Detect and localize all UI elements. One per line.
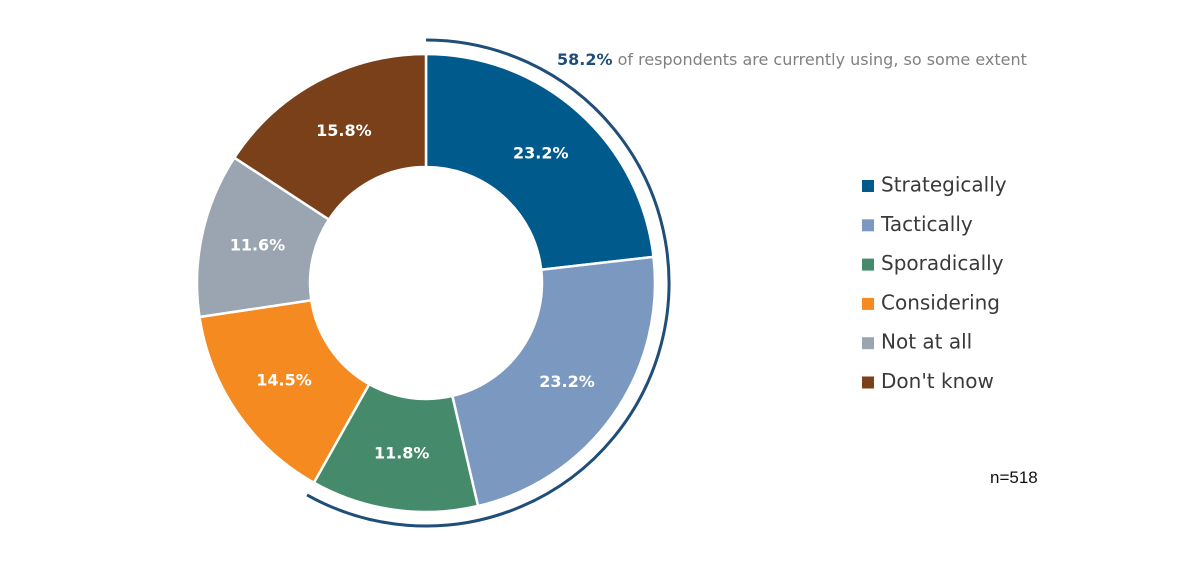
- slice-value-label: 23.2%: [513, 144, 569, 163]
- annotation-description: of respondents are currently using, so s…: [613, 50, 1027, 69]
- legend-label: Not at all: [881, 330, 972, 354]
- legend-swatch: [862, 258, 874, 271]
- annotation-percent: 58.2%: [557, 50, 613, 69]
- slice-tactically: [450, 255, 657, 508]
- legend-label: Sporadically: [881, 251, 1004, 275]
- slice-value-label: 23.2%: [539, 372, 595, 391]
- annotation-bracket: [306, 38, 671, 528]
- legend-label: Strategically: [881, 173, 1007, 197]
- slice-value-label: 11.8%: [374, 443, 430, 462]
- legend-swatch: [862, 297, 874, 310]
- slice-value-label: 15.8%: [316, 121, 372, 140]
- slice-value-label: 11.6%: [230, 236, 286, 255]
- slice-considering: [198, 298, 371, 485]
- legend-label: Don't know: [881, 369, 994, 393]
- legend-label: Considering: [881, 290, 1000, 314]
- slice-value-label: 14.5%: [256, 370, 312, 389]
- legend: Strategically Tactically Sporadically Consi…: [862, 173, 1007, 393]
- legend-swatch: [862, 219, 874, 232]
- legend-label: Tactically: [880, 212, 973, 236]
- legend-swatch: [862, 180, 874, 192]
- donut-slices: [195, 52, 657, 514]
- slice-strategically: [424, 52, 655, 272]
- sample-size-label: n=518: [990, 468, 1038, 487]
- annotation-text: 58.2% of respondents are currently using…: [557, 50, 1027, 69]
- slice-don-t-know: [232, 52, 428, 222]
- legend-swatch: [862, 337, 874, 350]
- slice-labels: 23.2% 23.2% 11.8% 14.5% 11.6% 15.8%: [230, 121, 595, 463]
- legend-swatch: [862, 376, 874, 389]
